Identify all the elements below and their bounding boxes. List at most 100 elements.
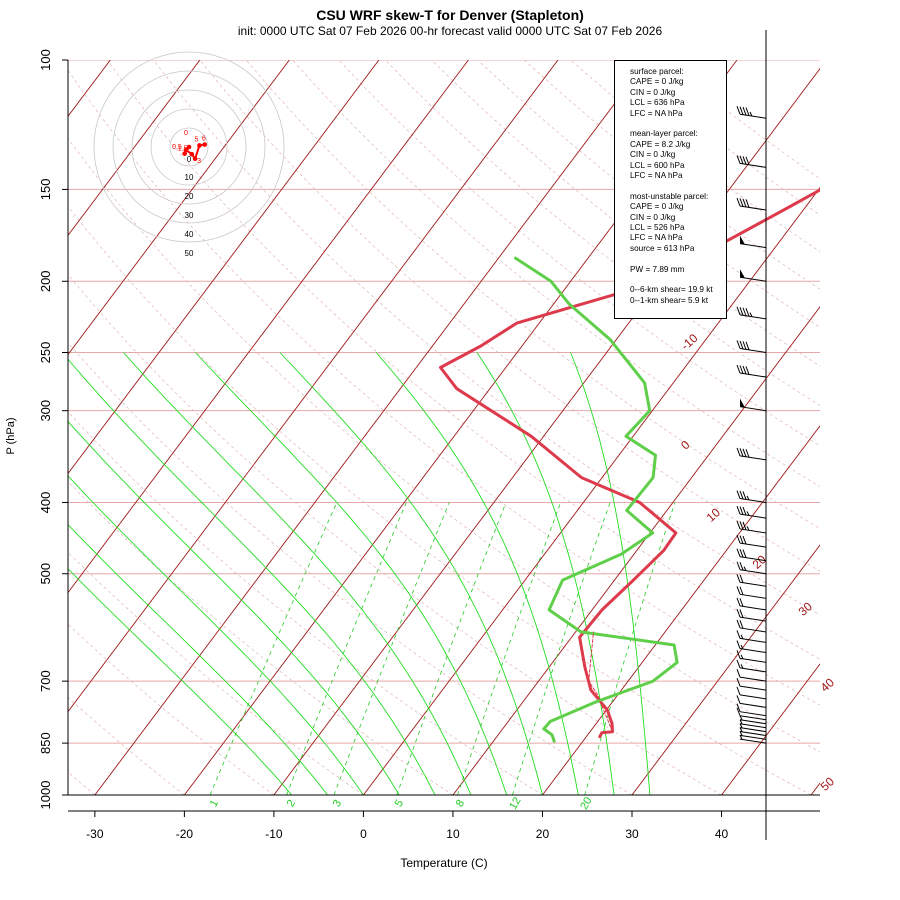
wind-barb-shaft <box>739 657 767 663</box>
wind-barb-flag <box>736 619 741 629</box>
moist-adiabats <box>68 352 651 795</box>
parcel-info-box: surface parcel: CAPE = 0 J/kg CIN = 0 J/… <box>614 60 727 319</box>
y-tick-label: 700 <box>38 670 53 692</box>
dewpoint-profile <box>514 256 679 743</box>
wind-barb-flag <box>736 155 741 164</box>
mixing-ratio-line <box>209 502 338 795</box>
wind-barb-flag <box>739 506 744 515</box>
wind-barb-shaft <box>739 498 767 504</box>
y-tick-label: 1000 <box>38 781 53 810</box>
moist-adiabat-line <box>195 352 508 795</box>
wind-barb-flag <box>739 598 744 607</box>
pw-value: PW = 7.89 mm <box>630 264 685 274</box>
wind-barb-flag <box>739 548 744 558</box>
mean-layer-cin: CIN = 0 J/kg <box>630 150 676 160</box>
hodograph-point <box>189 151 195 157</box>
moist-adiabat-line <box>68 420 400 795</box>
wind-barb-shaft <box>739 347 767 353</box>
moist-adiabat-line <box>570 352 651 795</box>
isotherm-label: 50 <box>818 774 838 794</box>
wind-barb-shaft <box>739 648 767 654</box>
wind-barb-flag <box>739 448 744 457</box>
hodograph-ring <box>131 89 247 205</box>
mixing-ratio-label: 20 <box>578 795 595 812</box>
isotherm-line <box>721 663 820 795</box>
most-unstable-lcl: LCL = 526 hPa <box>630 223 685 233</box>
wind-barb <box>736 340 767 353</box>
moist-adiabat-line <box>68 475 364 795</box>
mixing-ratio-lines <box>209 502 676 795</box>
wind-barb <box>736 364 767 378</box>
wind-barb-flag <box>745 199 750 208</box>
hodograph-point <box>183 147 189 153</box>
wind-barbs <box>736 106 767 744</box>
wind-barb-half-flag <box>740 634 744 640</box>
wind-barb-half-flag <box>739 719 743 724</box>
wind-barb-flag <box>739 490 744 500</box>
hodograph-point <box>197 143 202 148</box>
isotherm-label: 30 <box>796 599 816 619</box>
wind-barb-flag <box>745 341 750 351</box>
shear-section: 0--6-km shear= 19.9 kt 0--1-km shear= 5.… <box>630 285 722 306</box>
wind-barb-flag <box>745 107 750 116</box>
wind-barb-half-flag <box>739 723 743 728</box>
wind-barb-flag <box>739 198 744 207</box>
wind-barb-flag <box>742 365 747 375</box>
dry-adiabats <box>68 60 820 795</box>
wind-barb-shaft <box>739 205 767 211</box>
wind-barb-shaft <box>739 569 767 575</box>
chart-title: CSU WRF skew-T for Denver (Stapleton) <box>316 7 584 23</box>
dry-adiabat-line <box>68 696 185 795</box>
moist-adiabat-line <box>68 568 293 795</box>
wind-barb-flag <box>736 505 741 515</box>
x-tick-label: 30 <box>625 827 639 841</box>
hodograph-ring-label: 10 <box>185 173 194 182</box>
wind-barb-flag <box>742 156 747 165</box>
mixing-ratio-label: 12 <box>507 795 524 812</box>
x-axis-label: Temperature (C) <box>400 856 487 870</box>
wind-barb <box>736 520 767 534</box>
y-tick-label: 850 <box>38 732 53 754</box>
mixing-ratio-line <box>457 502 562 795</box>
hodograph-point <box>202 142 208 147</box>
wind-barb-shaft <box>739 734 767 740</box>
wind-barb <box>736 306 767 320</box>
wind-barb-flag <box>736 640 741 649</box>
wind-barb-flag <box>736 447 741 457</box>
isotherm-line <box>94 60 648 795</box>
most-unstable-cin: CIN = 0 J/kg <box>630 212 676 222</box>
isotherm-line <box>68 60 469 594</box>
hodograph-ring <box>169 127 209 167</box>
isotherm-label: 0 <box>678 437 693 452</box>
hodograph-point <box>182 151 187 156</box>
wind-barb-flag <box>736 597 741 607</box>
mixing-ratio-label: 3 <box>331 798 344 809</box>
hodograph-point-label: 1.5 <box>178 146 188 153</box>
wind-barb-shaft <box>739 719 767 725</box>
wind-barb-shaft <box>739 627 767 633</box>
y-tick-label: 250 <box>38 342 53 364</box>
wind-barb-flag <box>739 521 744 530</box>
wind-barb-flag <box>736 306 741 316</box>
wind-barb-shaft <box>739 616 767 622</box>
wind-barb-flag <box>736 650 741 659</box>
mixing-ratio-label: 5 <box>393 798 406 809</box>
wind-barb-shaft <box>739 372 767 378</box>
wind-barb-shaft <box>739 581 767 587</box>
wind-barb <box>736 677 767 691</box>
wind-barb-shaft <box>739 113 767 119</box>
wind-barb-flag <box>739 365 744 374</box>
wind-barb-shaft <box>739 711 767 717</box>
y-tick-label: 300 <box>38 400 53 422</box>
x-tick-label: 0 <box>360 827 367 841</box>
wind-barb-flag <box>742 106 747 116</box>
moist-adiabat-line <box>68 523 328 795</box>
dry-adiabat-line <box>384 60 820 406</box>
dry-adiabat-line <box>68 137 820 753</box>
dry-adiabat-line <box>106 60 820 660</box>
wind-barb-flag <box>739 535 744 544</box>
most-unstable-lfc: LFC = NA hPa <box>630 233 683 243</box>
